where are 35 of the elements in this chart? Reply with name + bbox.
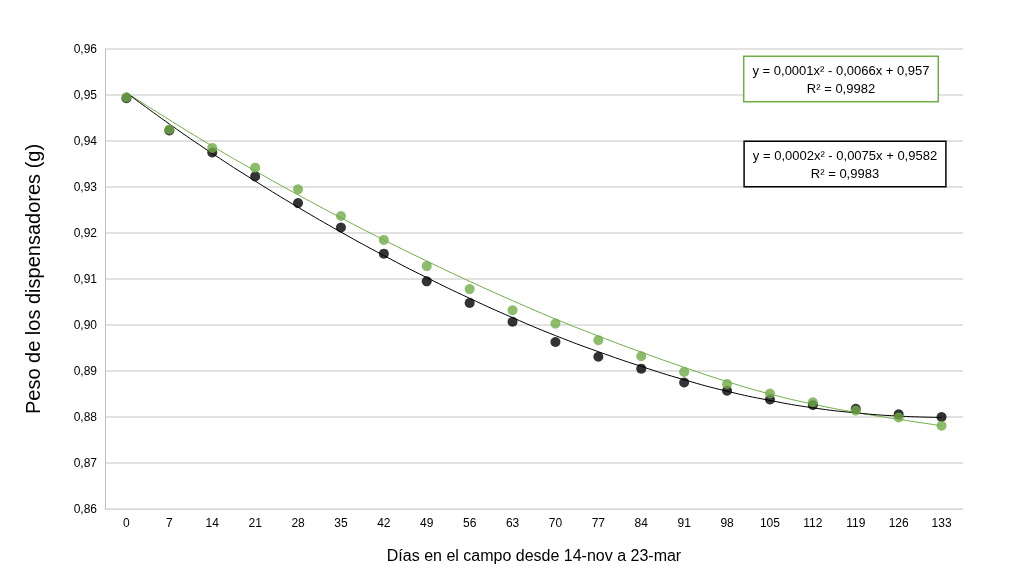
x-tick-label: 105 [759, 516, 781, 530]
x-tick-label: 21 [248, 516, 263, 530]
x-axis-title: Días en el campo desde 14-nov a 23-mar [386, 546, 682, 564]
x-tick-label: 119 [846, 516, 866, 530]
x-tick-label: 77 [591, 516, 606, 530]
x-tick-label: 42 [377, 516, 391, 530]
x-tick-label: 28 [291, 516, 306, 530]
x-tick-label: 35 [334, 516, 348, 530]
x-tick-label: 84 [634, 516, 649, 530]
x-tick-label: 63 [505, 516, 520, 530]
annotation: y = 0,0002x² - 0,0075x + 0,9582 R² = 0,9983 [752, 147, 938, 181]
y-tick-label: 0,87 [73, 456, 98, 470]
x-tick-label: 126 [888, 516, 909, 530]
y-tick-label: 0,92 [73, 226, 98, 240]
y-tick-label: 0,89 [73, 364, 98, 378]
y-tick-label: 0,94 [73, 134, 98, 148]
x-tick-label: 49 [420, 516, 434, 530]
y-tick-label: 0,93 [73, 180, 98, 194]
x-tick-label: 14 [205, 516, 220, 530]
x-tick-label: 56 [462, 516, 477, 530]
x-tick-label: 70 [548, 516, 563, 530]
y-tick-label: 0,95 [73, 88, 98, 102]
y-tick-label: 0,91 [73, 272, 98, 286]
x-tick-label: 0 [123, 516, 131, 530]
annotation: y = 0,0001x² - 0,0066x + 0,957 R² = 0,9982 [752, 62, 930, 96]
x-tick-label: 7 [166, 516, 174, 530]
x-tick-label: 98 [720, 516, 735, 530]
y-axis-title: Peso de los dispensadores (g) [22, 143, 44, 415]
y-tick-label: 0,88 [73, 410, 98, 424]
y-tick-label: 0,86 [73, 502, 98, 516]
x-tick-label: 91 [677, 516, 692, 530]
y-tick-label: 0,96 [73, 42, 98, 56]
x-tick-label: 112 [803, 516, 823, 530]
x-tick-label: 133 [931, 516, 952, 530]
y-tick-label: 0,90 [73, 318, 98, 332]
